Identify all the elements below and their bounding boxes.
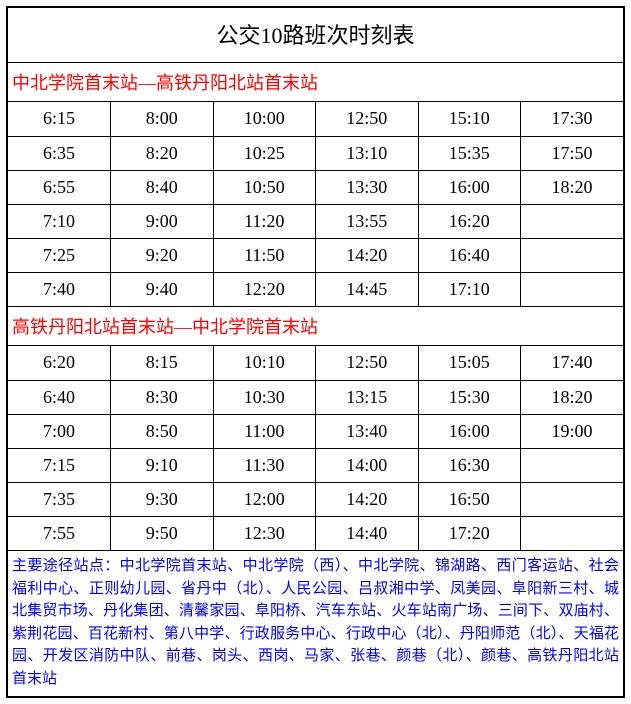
time-cell <box>521 204 624 238</box>
time-cell: 10:30 <box>213 380 316 414</box>
table-row: 7:359:3012:0014:2016:50 <box>8 482 623 516</box>
time-cell: 12:50 <box>316 102 419 136</box>
table-row: 6:358:2010:2513:1015:3517:50 <box>8 136 623 170</box>
time-cell: 17:30 <box>521 102 624 136</box>
time-cell: 17:40 <box>521 346 624 380</box>
time-cell: 16:00 <box>418 170 521 204</box>
timetable-inbound: 6:208:1510:1012:5015:0517:406:408:3010:3… <box>8 346 623 550</box>
time-cell: 10:50 <box>213 170 316 204</box>
time-cell: 13:10 <box>316 136 419 170</box>
time-cell: 16:50 <box>418 482 521 516</box>
section-header-inbound: 高铁丹阳北站首末站—中北学院首末站 <box>8 306 623 346</box>
time-cell: 7:00 <box>8 414 111 448</box>
time-cell: 7:25 <box>8 238 111 272</box>
table-row: 6:558:4010:5013:3016:0018:20 <box>8 170 623 204</box>
table-row: 6:408:3010:3013:1515:3018:20 <box>8 380 623 414</box>
time-cell: 10:25 <box>213 136 316 170</box>
time-cell: 18:20 <box>521 170 624 204</box>
time-cell: 13:15 <box>316 380 419 414</box>
time-cell: 9:10 <box>111 448 214 482</box>
time-cell: 14:45 <box>316 272 419 306</box>
time-cell <box>521 272 624 306</box>
time-cell: 15:35 <box>418 136 521 170</box>
time-cell: 17:20 <box>418 516 521 550</box>
time-cell: 7:40 <box>8 272 111 306</box>
time-cell: 8:50 <box>111 414 214 448</box>
time-cell: 15:05 <box>418 346 521 380</box>
time-cell: 8:40 <box>111 170 214 204</box>
table-row: 6:158:0010:0012:5015:1017:30 <box>8 102 623 136</box>
time-cell: 6:40 <box>8 380 111 414</box>
table-row: 7:409:4012:2014:4517:10 <box>8 272 623 306</box>
time-cell: 8:20 <box>111 136 214 170</box>
time-cell: 16:20 <box>418 204 521 238</box>
time-cell: 9:30 <box>111 482 214 516</box>
time-cell: 17:10 <box>418 272 521 306</box>
time-cell: 11:20 <box>213 204 316 238</box>
time-cell: 7:35 <box>8 482 111 516</box>
page-title: 公交10路班次时刻表 <box>8 8 623 63</box>
timetable-wrapper: 公交10路班次时刻表 中北学院首末站—高铁丹阳北站首末站 6:158:0010:… <box>0 0 631 704</box>
time-cell: 13:30 <box>316 170 419 204</box>
time-cell: 6:20 <box>8 346 111 380</box>
time-cell: 14:20 <box>316 482 419 516</box>
time-cell: 13:40 <box>316 414 419 448</box>
time-cell: 8:15 <box>111 346 214 380</box>
time-cell: 7:55 <box>8 516 111 550</box>
time-cell <box>521 448 624 482</box>
timetable-container: 公交10路班次时刻表 中北学院首末站—高铁丹阳北站首末站 6:158:0010:… <box>6 6 625 698</box>
time-cell: 8:30 <box>111 380 214 414</box>
time-cell: 12:30 <box>213 516 316 550</box>
time-cell <box>521 482 624 516</box>
section-header-outbound: 中北学院首末站—高铁丹阳北站首末站 <box>8 63 623 102</box>
time-cell: 7:10 <box>8 204 111 238</box>
table-row: 7:559:5012:3014:4017:20 <box>8 516 623 550</box>
time-cell: 16:40 <box>418 238 521 272</box>
time-cell: 11:00 <box>213 414 316 448</box>
time-cell: 19:00 <box>521 414 624 448</box>
time-cell: 10:10 <box>213 346 316 380</box>
table-row: 7:159:1011:3014:0016:30 <box>8 448 623 482</box>
time-cell: 10:00 <box>213 102 316 136</box>
time-cell: 14:00 <box>316 448 419 482</box>
time-cell: 14:40 <box>316 516 419 550</box>
time-cell: 9:50 <box>111 516 214 550</box>
time-cell: 12:00 <box>213 482 316 516</box>
time-cell: 16:30 <box>418 448 521 482</box>
time-cell: 14:20 <box>316 238 419 272</box>
time-cell: 6:15 <box>8 102 111 136</box>
time-cell: 9:20 <box>111 238 214 272</box>
time-cell: 9:00 <box>111 204 214 238</box>
time-cell: 11:30 <box>213 448 316 482</box>
time-cell: 12:50 <box>316 346 419 380</box>
stops-footer: 主要途径站点：中北学院首末站、中北学院（西）、中北学院、锦湖路、西门客运站、社会… <box>8 550 623 696</box>
time-cell: 8:00 <box>111 102 214 136</box>
time-cell: 18:20 <box>521 380 624 414</box>
time-cell <box>521 238 624 272</box>
time-cell: 7:15 <box>8 448 111 482</box>
time-cell: 9:40 <box>111 272 214 306</box>
table-row: 7:259:2011:5014:2016:40 <box>8 238 623 272</box>
time-cell: 16:00 <box>418 414 521 448</box>
time-cell: 17:50 <box>521 136 624 170</box>
table-row: 6:208:1510:1012:5015:0517:40 <box>8 346 623 380</box>
table-row: 7:109:0011:2013:5516:20 <box>8 204 623 238</box>
time-cell: 12:20 <box>213 272 316 306</box>
time-cell: 15:10 <box>418 102 521 136</box>
timetable-outbound: 6:158:0010:0012:5015:1017:306:358:2010:2… <box>8 102 623 306</box>
time-cell: 6:35 <box>8 136 111 170</box>
time-cell: 13:55 <box>316 204 419 238</box>
table-row: 7:008:5011:0013:4016:0019:00 <box>8 414 623 448</box>
time-cell: 15:30 <box>418 380 521 414</box>
time-cell <box>521 516 624 550</box>
time-cell: 6:55 <box>8 170 111 204</box>
time-cell: 11:50 <box>213 238 316 272</box>
